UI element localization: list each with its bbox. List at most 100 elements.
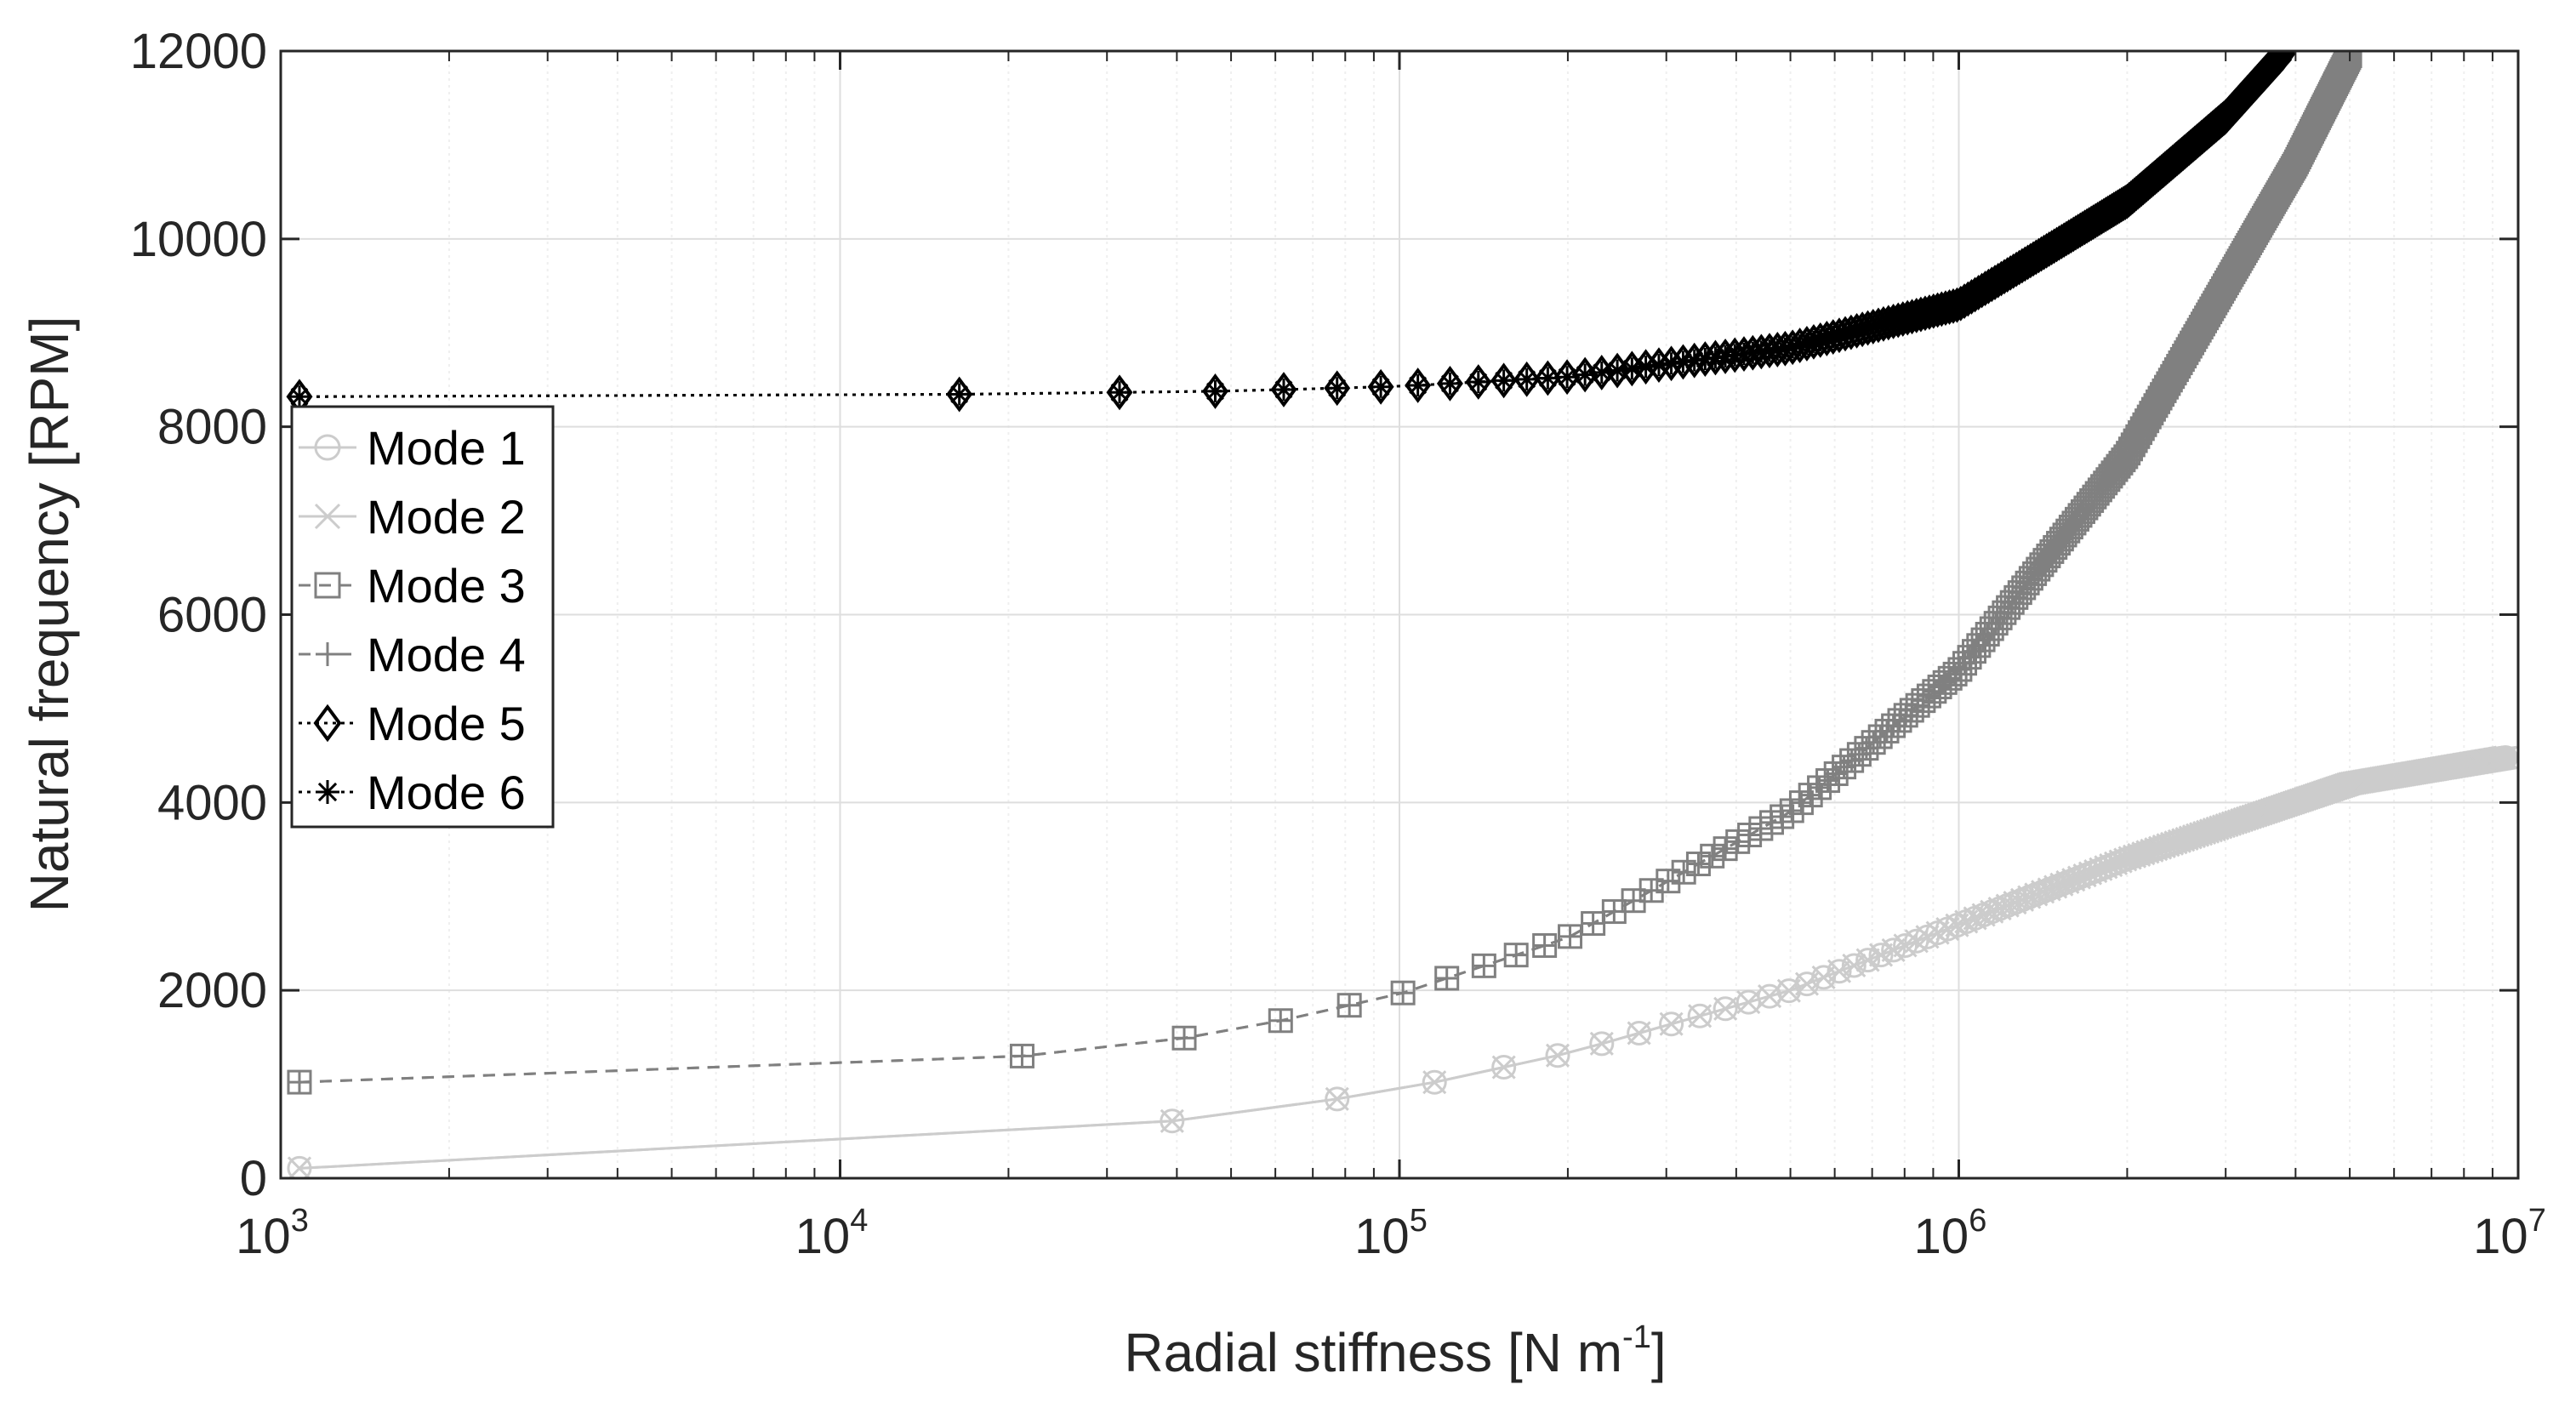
data-point [2037,877,2061,902]
data-point [1436,365,1463,402]
data-point [1325,377,1348,400]
data-point [2117,846,2142,870]
data-point [1881,937,1906,963]
data-point [1490,362,1518,399]
data-point [1809,328,1832,351]
data-point [1687,852,1710,875]
data-point [1634,356,1657,379]
data-point [1439,372,1462,395]
data-point [1406,373,1429,396]
y-tick-label: 12000 [130,24,267,79]
data-point [316,642,339,666]
data-point [1776,978,1801,1003]
data-point [2017,885,2042,909]
data-point [1627,1020,1652,1046]
data-point [1736,990,1761,1015]
data-point [2127,842,2151,867]
legend-label: Mode 5 [367,697,526,750]
data-point [2003,891,2027,915]
data-point [1269,1009,1292,1032]
y-tick-label: 10000 [130,212,267,267]
legend-item: Mode 6 [299,766,526,819]
data-point [1963,640,1986,663]
legend-item: Mode 2 [299,490,526,544]
series-mode-4 [288,51,2362,1094]
data-point [2122,844,2147,869]
data-point [2113,847,2138,872]
data-point [1946,293,1969,316]
series-mode-2 [287,745,2518,1178]
data-point [1370,375,1393,398]
x-tick-base: 10 [2473,1209,2528,1264]
data-point [1842,953,1866,978]
legend: Mode 1 Mode 2 Mode 3 Mode 4 Mode 5 Mode 6 [290,405,555,829]
data-point [1912,689,1935,712]
data-point [314,434,341,461]
data-point [1603,900,1626,923]
data-point [1590,361,1613,384]
data-point [1738,823,1761,846]
data-point [1687,1003,1713,1028]
data-point [2205,288,2228,311]
data-point [1325,1086,1350,1112]
data-point [1011,1045,1034,1068]
data-point [1621,357,1644,380]
data-point [1802,330,1825,353]
data-point [1545,1043,1570,1068]
x-tick-exponent: 4 [850,1203,868,1239]
data-point [1788,334,1811,357]
y-tick-label: 8000 [157,400,267,455]
legend-item: Mode 4 [299,628,526,681]
data-point [314,572,341,599]
data-point [1713,996,1738,1021]
data-point [1422,1070,1447,1095]
data-point [1673,861,1695,884]
data-point [946,376,973,413]
x-tick-label: 105 [1354,1203,1428,1264]
data-point [1270,372,1297,407]
data-point [1714,837,1737,860]
data-point [2108,849,2133,874]
data-point [1106,374,1133,411]
data-point [2131,841,2156,866]
data-point [2135,840,2160,864]
data-point [2195,306,2218,329]
data-point [1866,314,1889,337]
data-point [2198,300,2221,323]
x-tick-label: 103 [236,1203,309,1264]
x-tick-exponent: 7 [2528,1203,2546,1239]
data-point [1338,994,1361,1017]
data-point [1972,629,1995,652]
data-point [2043,875,2068,899]
series-mode-6 [288,51,2294,408]
x-tick-exponent: 5 [1410,1203,1428,1239]
data-point [1987,897,2012,921]
data-point [1856,316,1879,339]
data-point [1422,1069,1447,1095]
data-point [1465,364,1492,400]
data-point [1325,1086,1349,1111]
legend-item: Mode 5 [299,697,526,750]
x-axis-title-main: Radial stiffness [N m [1124,1322,1622,1383]
data-point [2271,51,2294,65]
data-point [1995,893,2020,918]
data-point [1513,361,1541,397]
legend-label: Mode 1 [367,421,526,475]
series-layer [286,51,2518,1178]
data-point [1760,811,1783,834]
data-point [2202,294,2225,317]
data-point [1958,646,1981,669]
data-point [1272,378,1295,401]
data-point [1536,367,1559,390]
data-point [1855,948,1880,972]
data-point [1672,350,1695,373]
data-point [1204,379,1227,402]
data-point [1647,354,1670,377]
data-point [2197,304,2220,327]
legend-box [290,405,555,829]
data-point [1589,1031,1614,1056]
x-axis-title-exponent: -1 [1622,1319,1651,1355]
data-point [1659,1011,1684,1036]
data-point [1556,366,1579,389]
data-point [1923,680,1946,703]
